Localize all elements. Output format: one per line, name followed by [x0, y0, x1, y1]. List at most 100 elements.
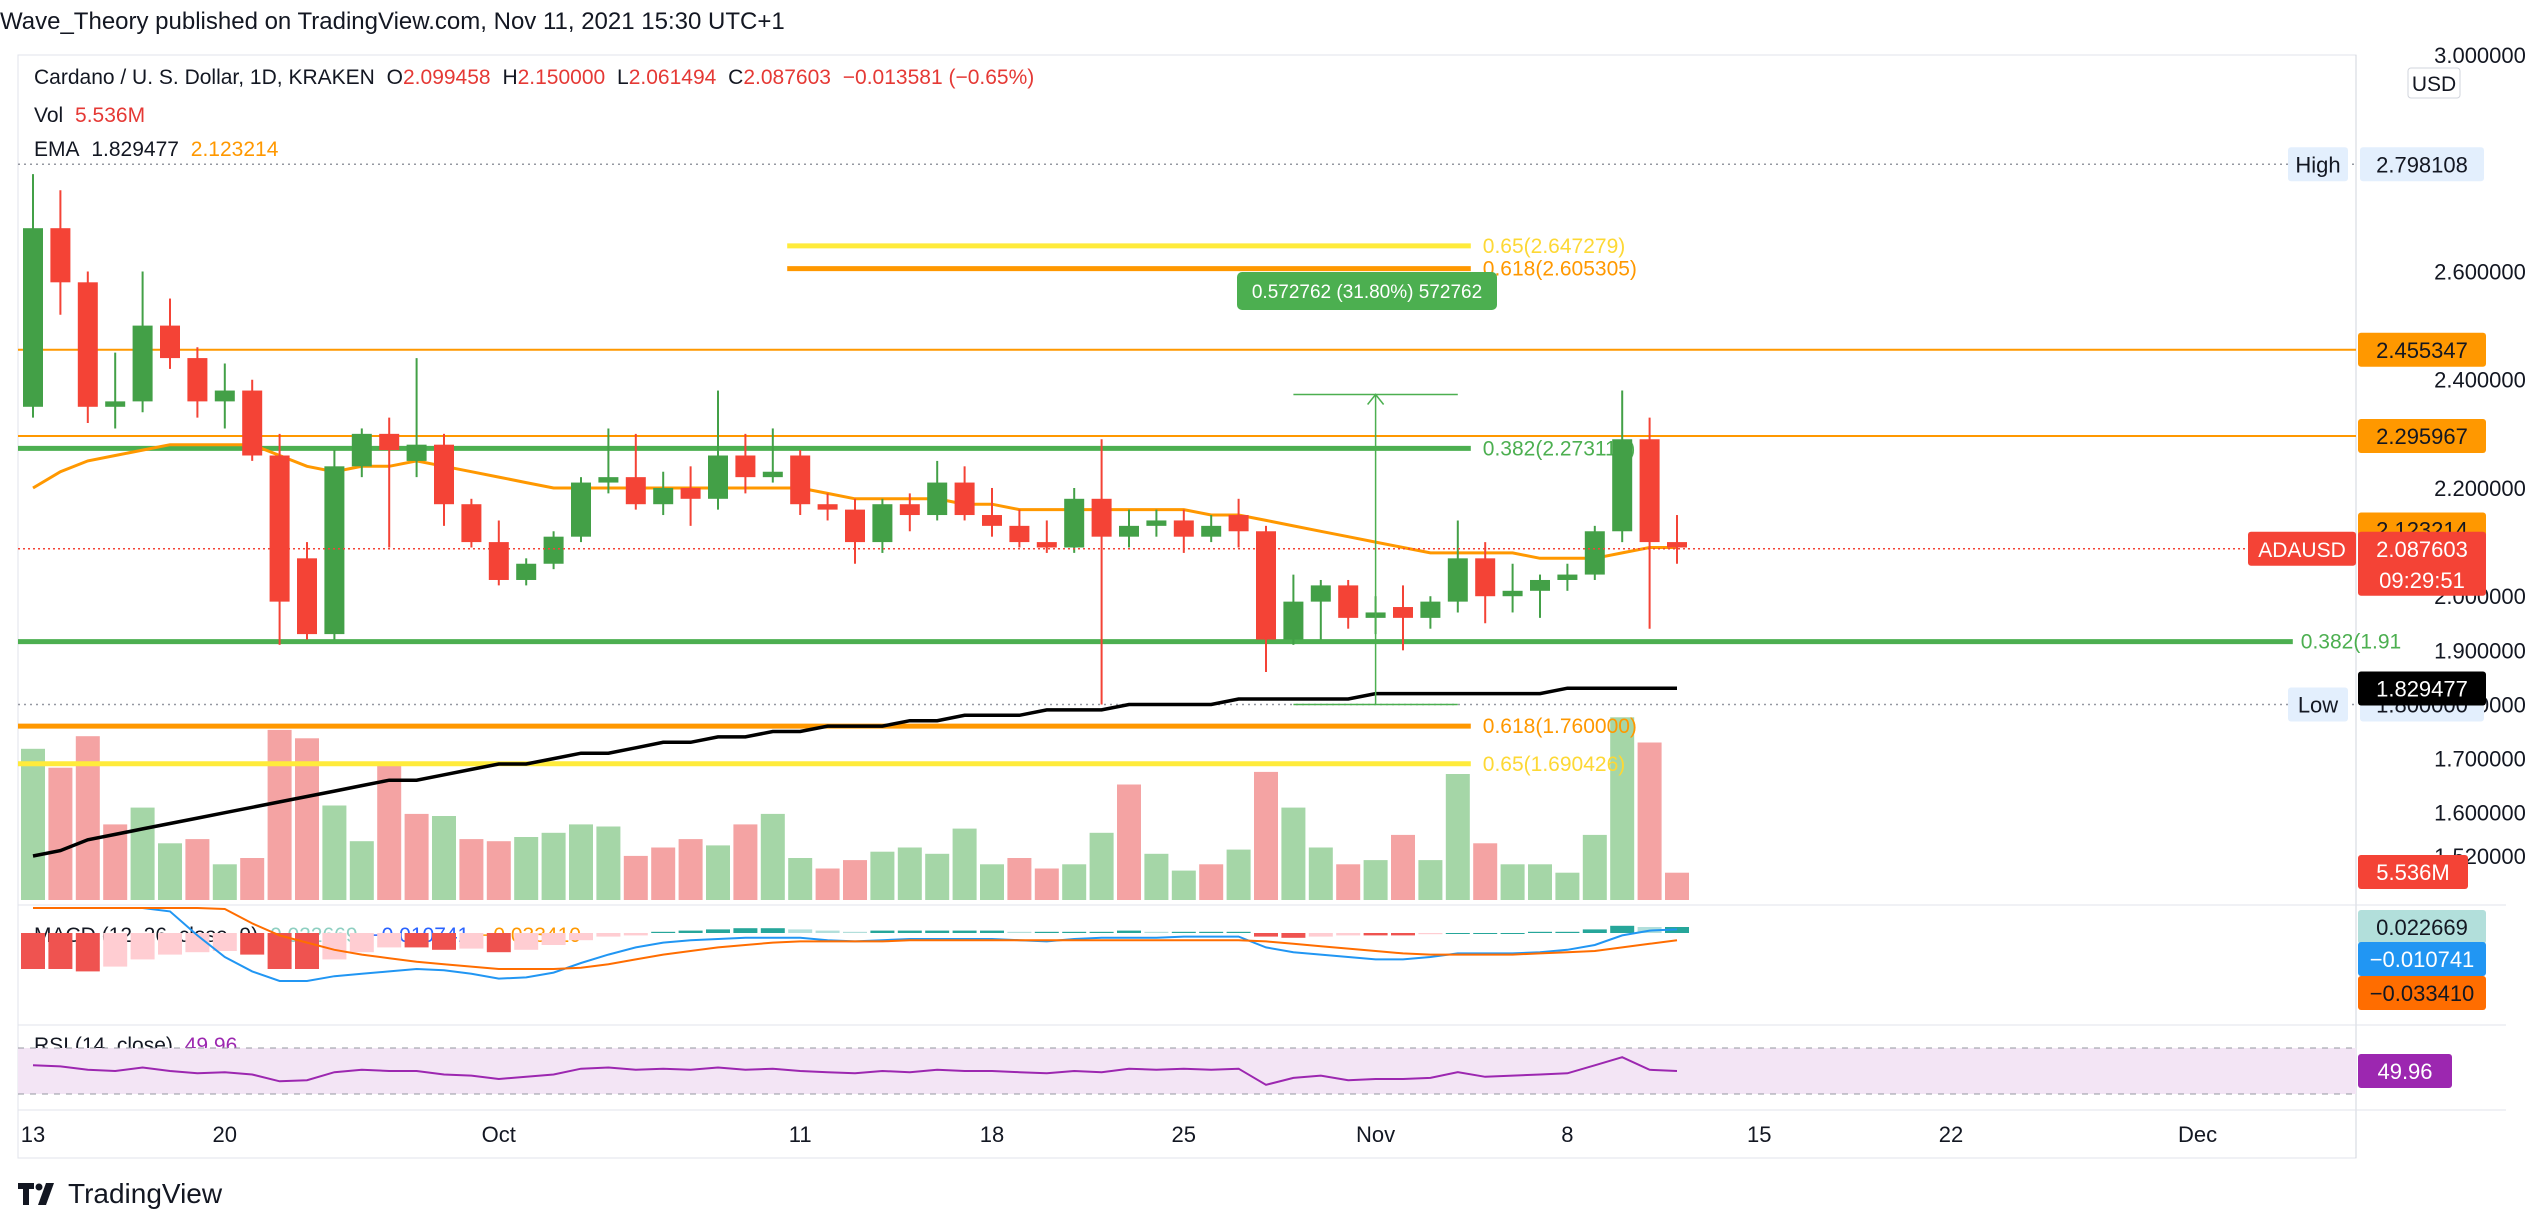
- macd-histogram-bar: [349, 933, 374, 953]
- candle-body: [1310, 585, 1331, 602]
- volume-legend[interactable]: Vol 5.536M: [34, 104, 151, 128]
- price-tick-label: 3.000000: [2434, 43, 2526, 68]
- candle-body: [543, 536, 564, 564]
- fib-level-label-0: 0.65(2.647279): [1483, 235, 1625, 258]
- macd-histogram-bar: [1308, 933, 1333, 937]
- volume-bar: [706, 845, 730, 900]
- volume-label: Vol: [34, 104, 64, 127]
- candle-body: [872, 504, 893, 543]
- candle-body: [1256, 531, 1276, 640]
- macd-histogram-bar: [1199, 931, 1224, 933]
- volume-bar: [1555, 872, 1580, 900]
- symbol-tag-text: ADAUSD: [2258, 539, 2346, 562]
- volume-bar: [1089, 832, 1114, 900]
- macd-histogram-bar: [1610, 925, 1635, 933]
- volume-bar: [1418, 860, 1443, 900]
- volume-bar: [267, 729, 292, 900]
- candle-body: [790, 455, 811, 505]
- volume-bar: [843, 860, 867, 900]
- candle-body: [187, 358, 208, 402]
- low-value: 2.061494: [628, 66, 717, 89]
- price-tick-label: 2.200000: [2434, 476, 2526, 501]
- macd-histogram-bar: [377, 933, 402, 948]
- low-label-box: [2288, 687, 2348, 722]
- high-label-box: [2288, 147, 2348, 182]
- candle-body: [488, 542, 509, 580]
- volume-bar: [1391, 834, 1415, 900]
- candle-body: [1447, 558, 1468, 602]
- volume-bar: [1363, 860, 1388, 900]
- candle-body: [23, 228, 43, 407]
- candle-body: [1338, 585, 1359, 618]
- ema-slow-tag-box: [2358, 671, 2486, 706]
- symbol-legend: Cardano / U. S. Dollar, 1D, KRAKEN O2.09…: [34, 66, 1040, 90]
- macd-histogram-bar: [1144, 931, 1169, 933]
- ema-slow-tag-text: 1.829477: [2376, 677, 2468, 702]
- candle-body: [516, 563, 537, 580]
- price-tick-label: 1.900000: [2434, 638, 2526, 663]
- candle-body: [77, 282, 98, 407]
- candle-body: [1009, 525, 1030, 543]
- ema-legend[interactable]: EMA 1.829477 2.123214: [34, 138, 284, 162]
- symbol-name[interactable]: Cardano / U. S. Dollar, 1D, KRAKEN: [34, 66, 375, 89]
- price-tick-label: 1.600000: [2434, 801, 2526, 826]
- volume-bar: [1199, 864, 1224, 900]
- time-tick-label: 22: [1939, 1122, 1963, 1147]
- fib-level-label-1: 0.618(2.605305): [1483, 258, 1637, 281]
- candle-body: [982, 515, 1002, 526]
- candle-body: [708, 455, 728, 499]
- plot-frame: [17, 54, 2357, 1159]
- candle-body: [1420, 601, 1441, 618]
- macd-histogram-bar: [952, 930, 977, 933]
- macd-histogram-bar: [651, 931, 676, 933]
- candle-body: [1146, 520, 1167, 526]
- measure-arrowhead: [1367, 393, 1385, 405]
- change-value: −0.013581 (−0.65%): [842, 66, 1035, 89]
- candle-body: [1557, 574, 1578, 580]
- volume-bar: [130, 807, 155, 900]
- macd-histogram-bar: [788, 929, 813, 933]
- candle-body: [50, 228, 71, 283]
- time-tick-label: 13: [21, 1122, 45, 1147]
- volume-bar: [349, 841, 374, 900]
- macd-histogram-bar: [459, 933, 484, 949]
- candle-body: [1201, 525, 1222, 537]
- macd-histogram-bar: [1555, 931, 1580, 933]
- high-value: 2.150000: [517, 66, 606, 89]
- volume-bar: [514, 837, 539, 900]
- volume-bar: [1582, 834, 1607, 900]
- time-tick-label: 25: [1172, 1122, 1196, 1147]
- macd-histogram-bar: [486, 933, 511, 953]
- candle-body: [954, 482, 975, 516]
- time-tick-label: Dec: [2178, 1122, 2217, 1147]
- candle-body: [817, 504, 838, 510]
- candle-body: [899, 504, 920, 516]
- ray-tag-1-text: 2.295967: [2376, 424, 2468, 449]
- volume-bar: [541, 832, 566, 900]
- volume-bar: [897, 847, 922, 900]
- time-tick-label: 11: [789, 1122, 812, 1147]
- ema-slow-line: [32, 686, 1677, 858]
- volume-bar: [1034, 868, 1059, 900]
- macd-histogram-bar: [212, 933, 237, 951]
- candle-body: [434, 444, 454, 505]
- macd-histogram-bar: [733, 928, 758, 933]
- time-tick-label: Oct: [482, 1122, 516, 1147]
- candle-body: [1228, 515, 1249, 532]
- volume-bar: [75, 736, 100, 900]
- candle-body: [1283, 601, 1304, 640]
- volume-bar: [1336, 864, 1361, 900]
- time-tick-label: 18: [980, 1122, 1004, 1147]
- volume-bar: [980, 864, 1004, 900]
- macd-histogram-bar: [1336, 933, 1361, 936]
- macd-histogram-bar: [925, 930, 950, 933]
- volume-bar: [623, 855, 648, 900]
- candle-body: [1639, 439, 1660, 543]
- rsi-tag-box: [2358, 1054, 2452, 1089]
- open-value: 2.099458: [403, 66, 491, 89]
- macd-histogram-bar: [1089, 931, 1114, 933]
- tradingview-logo[interactable]: TradingView: [18, 1178, 222, 1210]
- fib-level-label-4: 0.618(1.760000): [1483, 715, 1637, 738]
- volume-bar: [212, 864, 237, 900]
